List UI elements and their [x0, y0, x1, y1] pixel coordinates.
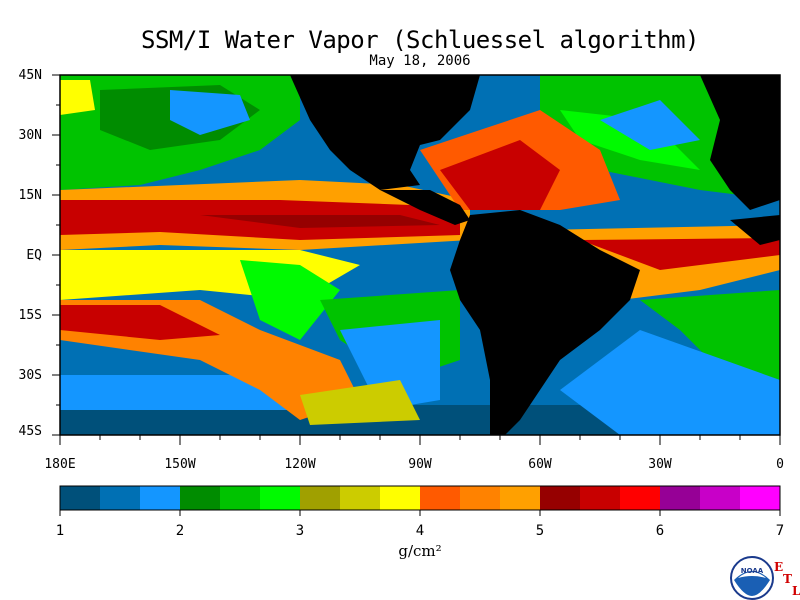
colorbar-swatch: [60, 486, 100, 510]
colorbar-tick-5: 5: [535, 523, 545, 539]
lat-label-45s: 45S: [18, 424, 42, 439]
lon-label-180e: 180E: [44, 457, 76, 472]
lon-label-120w: 120W: [284, 457, 316, 472]
noaa-logo-text: NOAA: [741, 567, 764, 575]
colorbar-swatch: [140, 486, 180, 510]
lat-label-45n: 45N: [18, 68, 42, 83]
colorbar-units: g/cm²: [398, 542, 442, 560]
lat-label-30s: 30S: [18, 368, 42, 383]
colorbar-swatch: [580, 486, 620, 510]
colorbar-swatch: [700, 486, 740, 510]
colorbar-swatch: [420, 486, 460, 510]
lon-label-60w: 60W: [528, 457, 552, 472]
colorbar-tick-7: 7: [775, 523, 785, 539]
lon-label-90w: 90W: [408, 457, 432, 472]
colorbar-swatch: [180, 486, 220, 510]
colorbar-swatch: [380, 486, 420, 510]
colorbar-swatch: [460, 486, 500, 510]
colorbar-swatch: [620, 486, 660, 510]
colorbar-tick-6: 6: [655, 523, 665, 539]
colorbar-swatch: [340, 486, 380, 510]
colorbar-swatch: [100, 486, 140, 510]
map-title: SSM/I Water Vapor (Schluessel algorithm): [141, 26, 699, 54]
lat-label-15n: 15N: [18, 188, 42, 203]
etl-letter-l: L: [792, 584, 800, 598]
lat-label-30n: 30N: [18, 128, 42, 143]
etl-letter-e: E: [774, 560, 784, 574]
land-masses: [290, 75, 780, 435]
noaa-logo-icon: NOAA: [730, 556, 774, 600]
colorbar-swatch: [740, 486, 780, 510]
colorbar-swatch: [260, 486, 300, 510]
colorbar-tick-4: 4: [415, 523, 425, 539]
map-date: May 18, 2006: [369, 53, 471, 69]
lon-label-30w: 30W: [648, 457, 672, 472]
water-vapor-field: [60, 75, 780, 435]
lat-label-eq: EQ: [26, 248, 42, 263]
lon-label-150w: 150W: [164, 457, 196, 472]
etl-letter-t: T: [783, 572, 792, 586]
lon-label-0: 0: [776, 457, 784, 472]
colorbar-swatch: [540, 486, 580, 510]
colorbar-swatch: [220, 486, 260, 510]
colorbar-tick-1: 1: [55, 523, 65, 539]
lat-label-15s: 15S: [18, 308, 42, 323]
colorbar-swatch: [660, 486, 700, 510]
colorbar-swatch: [300, 486, 340, 510]
colorbar-tick-2: 2: [175, 523, 185, 539]
axis-ticks: [52, 74, 781, 445]
colorbar-tick-3: 3: [295, 523, 305, 539]
colorbar: [59, 485, 781, 516]
colorbar-swatch: [500, 486, 540, 510]
